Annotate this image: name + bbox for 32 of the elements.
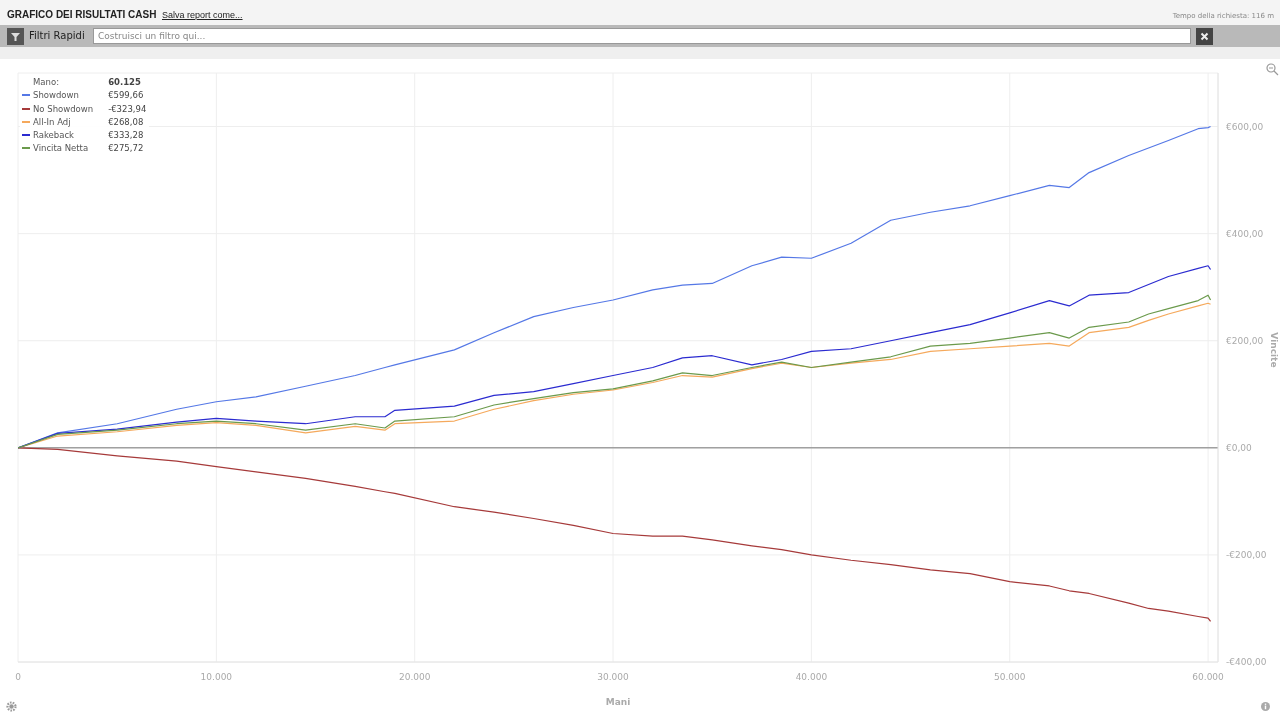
legend-label: Showdown — [33, 89, 80, 103]
x-axis-title: Mani — [605, 697, 631, 707]
legend-label: All-In Adj — [33, 115, 72, 129]
y-tick-label: €400,00 — [1226, 228, 1264, 239]
x-tick-label: 30.000 — [597, 672, 630, 682]
y-tick-label: €0,00 — [1226, 443, 1253, 454]
text: Salva report come... — [162, 10, 243, 20]
text: Filtri Rapidi — [29, 30, 85, 41]
x-tick-label: 60.000 — [1192, 672, 1225, 682]
x-tick-label: 50.000 — [993, 672, 1026, 682]
text: Costruisci un filtro qui... — [98, 31, 206, 41]
annotation: Mano: — [33, 76, 60, 89]
annotation: €268,08 — [107, 115, 145, 129]
annotation: -€323,94 — [107, 102, 148, 116]
y-axis-title: Vincite — [1268, 332, 1279, 368]
x-tick-label: 40.000 — [795, 672, 828, 682]
chart-title: GRAFICO DEI RISULTATI CASH — [7, 9, 157, 20]
x-tick-label: 20.000 — [398, 672, 431, 682]
legend-label: Vincita Netta — [33, 142, 90, 156]
annotation: €599,66 — [107, 89, 145, 103]
x-tick-label: 10.000 — [200, 672, 233, 682]
legend-label: Rakeback — [33, 129, 75, 143]
y-tick-label: €200,00 — [1226, 335, 1264, 346]
x-tick-label: 0 — [15, 672, 22, 682]
annotation: 60.125 — [107, 76, 142, 89]
y-tick-label: -€200,00 — [1226, 550, 1267, 561]
y-tick-label: €600,00 — [1226, 121, 1264, 132]
legend-label: No Showdown — [33, 102, 95, 116]
y-tick-label: -€400,00 — [1226, 657, 1267, 668]
line-series — [18, 447, 1212, 622]
annotation: €333,28 — [107, 129, 145, 143]
annotation: €275,72 — [107, 142, 145, 156]
